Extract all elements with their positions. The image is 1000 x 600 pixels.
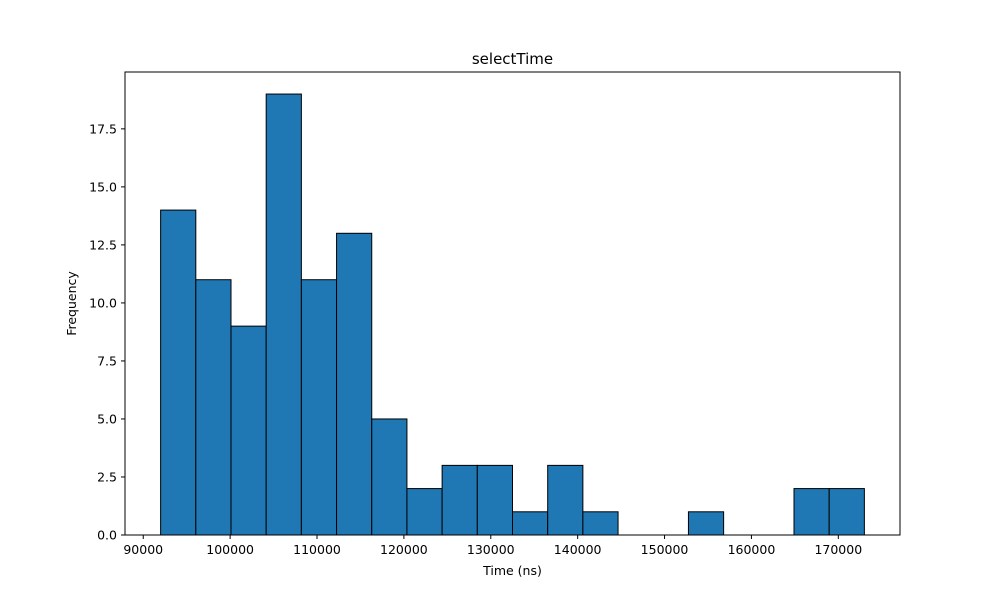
bars-group: [160, 93, 865, 536]
y-axis-label: Frequency: [64, 271, 79, 336]
plot-frame: [124, 71, 901, 536]
histogram-bar-19: [828, 488, 865, 536]
histogram-bar-5: [336, 232, 373, 536]
histogram-bar-9: [476, 464, 514, 536]
x-tick-label: 150000: [641, 542, 689, 557]
x-tick-label: 140000: [554, 542, 602, 557]
histogram-bar-2: [230, 325, 267, 536]
histogram-bar-4: [300, 279, 338, 536]
y-tick-label: 17.5: [89, 121, 117, 136]
histogram-bar-15: [687, 511, 725, 536]
histogram-bar-10: [512, 511, 549, 536]
y-axis-ticks: 0.0 2.5 5.0 7.5 10.0 12.5 15.0 17.5: [89, 121, 125, 543]
x-axis-ticks: 90000 100000 110000 120000 130000 140000 15000…: [123, 535, 862, 557]
x-tick-label: 120000: [380, 542, 428, 557]
y-tick-label: 5.0: [97, 411, 117, 426]
x-tick-label: 160000: [728, 542, 776, 557]
x-tick-label: 90000: [123, 542, 163, 557]
histogram-bar-3: [265, 93, 302, 536]
x-tick-label: 100000: [206, 542, 254, 557]
histogram-bar-7: [406, 488, 443, 536]
histogram-bar-12: [582, 511, 619, 536]
histogram-bar-0: [160, 209, 197, 536]
x-tick-label: 130000: [467, 542, 515, 557]
histogram-bar-11: [547, 464, 584, 536]
histogram-bar-18: [793, 488, 830, 536]
x-axis-label: Time (ns): [482, 563, 542, 578]
y-tick-label: 7.5: [97, 353, 117, 368]
histogram-bar-1: [195, 279, 232, 536]
y-tick-label: 2.5: [97, 469, 117, 484]
y-tick-label: 10.0: [89, 295, 117, 310]
chart-title: selectTime: [472, 50, 553, 68]
y-tick-label: 0.0: [97, 528, 117, 543]
y-tick-label: 12.5: [89, 237, 117, 252]
x-tick-label: 170000: [814, 542, 862, 557]
histogram-bar-6: [371, 418, 408, 536]
histogram-bar-8: [441, 464, 478, 536]
x-tick-label: 110000: [293, 542, 341, 557]
y-tick-label: 15.0: [89, 179, 117, 194]
